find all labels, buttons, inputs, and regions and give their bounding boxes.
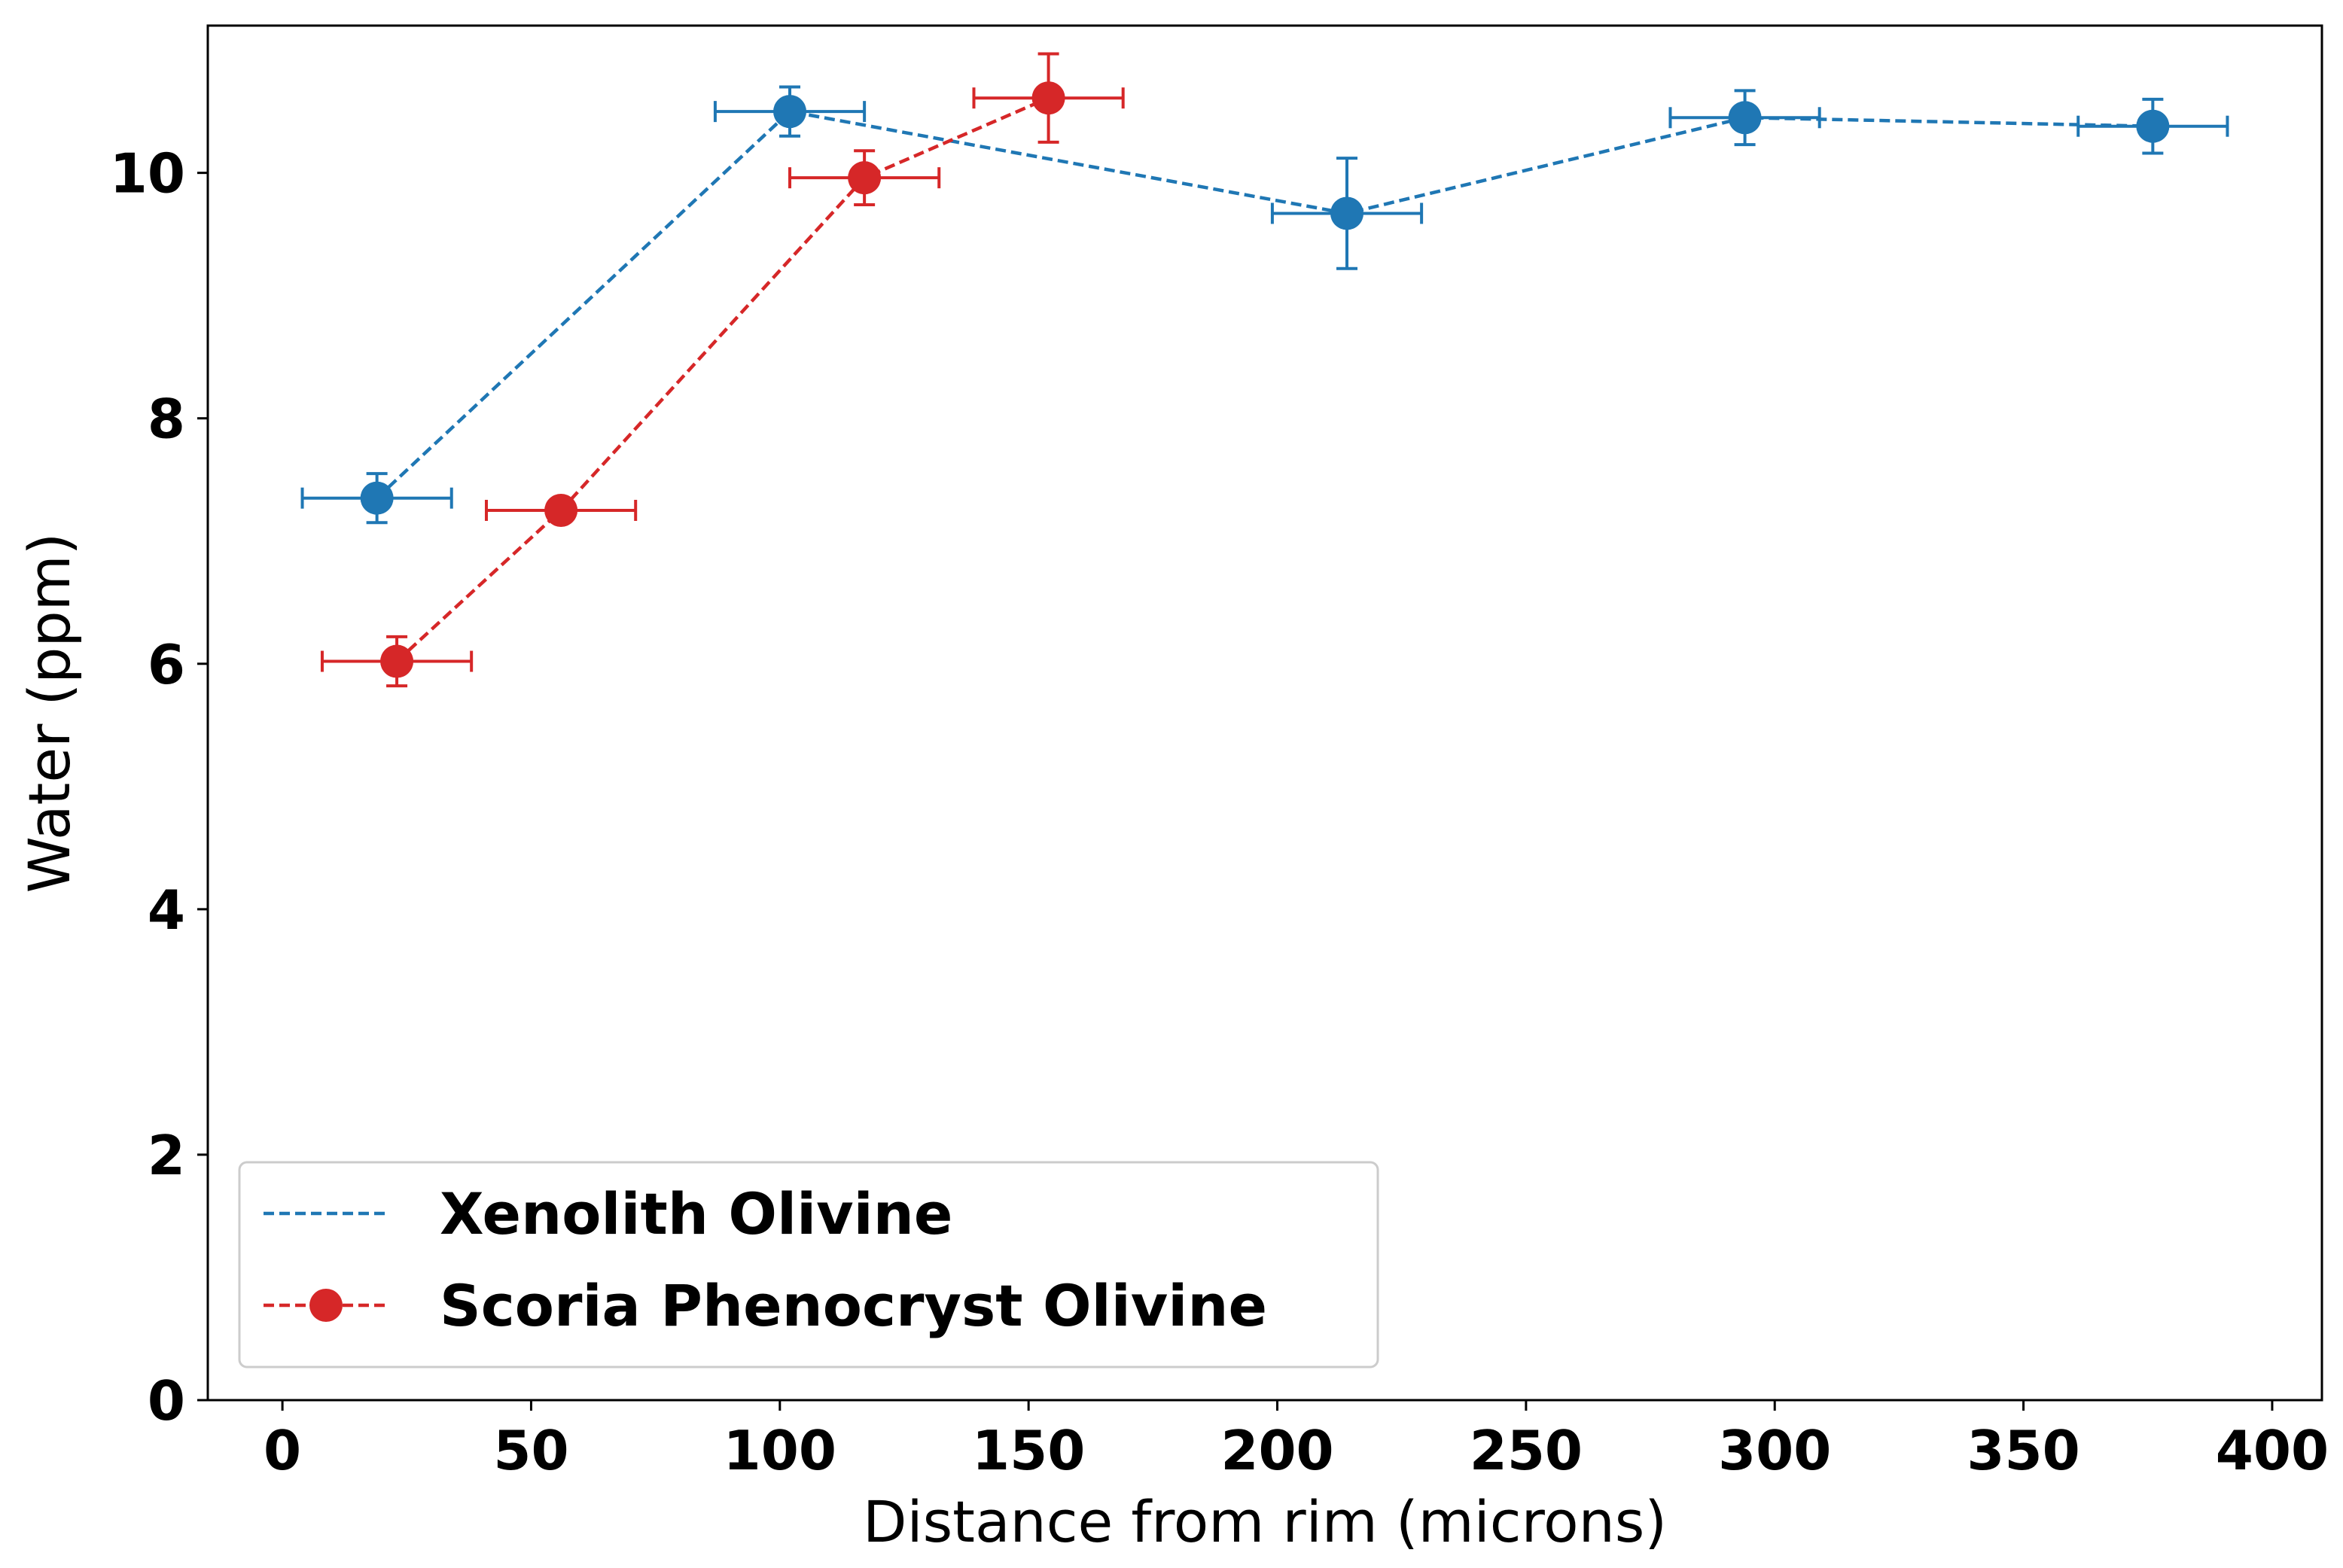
data-point [380, 644, 414, 678]
y-tick-label: 0 [148, 1369, 185, 1433]
series-layer [300, 52, 2229, 688]
series-line [395, 96, 1050, 663]
legend-label: Scoria Phenocryst Olivine [440, 1272, 1267, 1339]
x-tick-label: 400 [2216, 1419, 2329, 1482]
data-point [848, 161, 882, 195]
data-point [1728, 101, 1762, 135]
x-tick-label: 350 [1967, 1419, 2079, 1482]
legend-label: Xenolith Olivine [440, 1180, 952, 1247]
x-tick-label: 50 [493, 1419, 568, 1482]
x-axis-title: Distance from rim (microns) [863, 1488, 1667, 1555]
legend-entry-0: Xenolith Olivine [264, 1180, 952, 1247]
legend: Xenolith Olivine Scoria Phenocryst Olivin… [238, 1161, 1379, 1369]
y-tick-label: 4 [148, 878, 185, 942]
legend-entry-1: Scoria Phenocryst Olivine [264, 1272, 1267, 1339]
series-1 [320, 52, 1125, 688]
y-tick-label: 6 [148, 633, 185, 696]
x-tick-label: 100 [724, 1419, 836, 1482]
y-tick-label: 2 [148, 1124, 185, 1187]
x-tick-label: 300 [1718, 1419, 1831, 1482]
data-point [2136, 109, 2170, 143]
x-tick-label: 150 [972, 1419, 1085, 1482]
y-tick-label: 8 [148, 388, 185, 451]
data-point [773, 95, 807, 129]
data-point [1031, 81, 1065, 115]
y-axis: 0 2 4 6 8 10 [110, 142, 208, 1433]
x-tick-label: 200 [1220, 1419, 1333, 1482]
series-0 [300, 85, 2229, 525]
x-axis: 0 50 100 150 200 250 300 350 400 [264, 1400, 2329, 1482]
data-point [1330, 196, 1364, 230]
x-tick-label: 250 [1470, 1419, 1583, 1482]
x-tick-label: 0 [264, 1419, 301, 1482]
data-point [544, 493, 578, 527]
y-tick-label: 10 [110, 142, 185, 206]
y-axis-title: Water (ppm) [16, 533, 83, 894]
data-point [360, 481, 394, 515]
plot-frame [206, 24, 2323, 1402]
legend-marker [309, 1289, 343, 1322]
legend-box [238, 1161, 1379, 1369]
